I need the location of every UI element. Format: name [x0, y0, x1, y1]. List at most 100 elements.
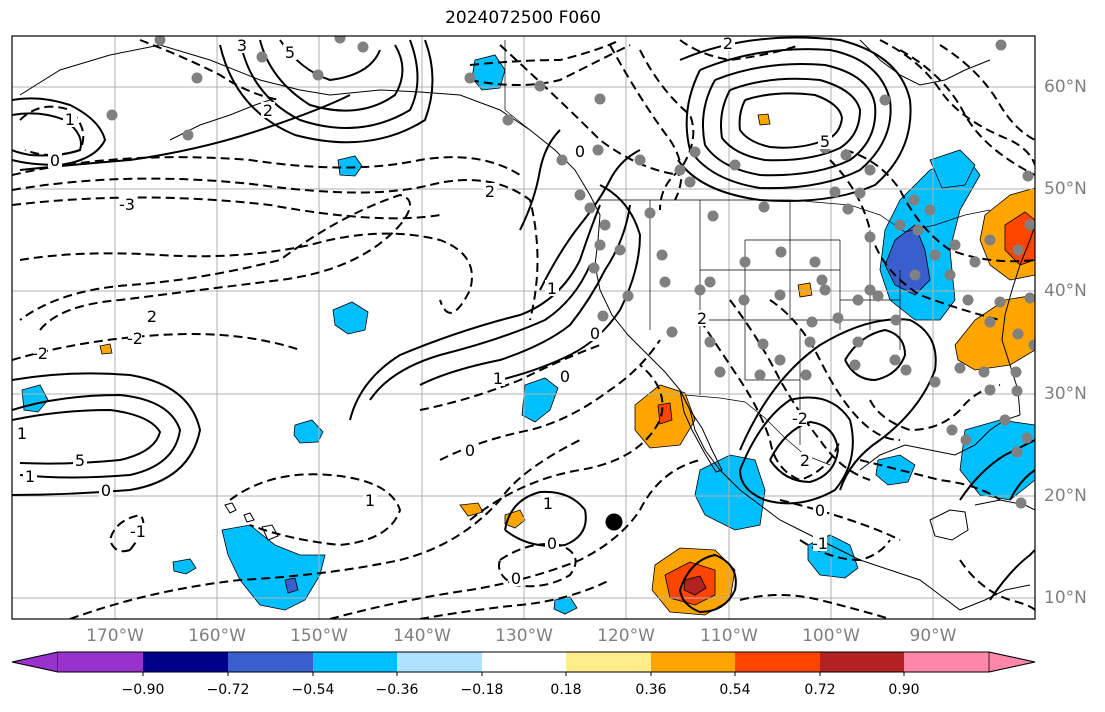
colorbar — [11, 651, 1036, 676]
colorbar-band-5 — [566, 652, 652, 672]
contour-label-10: 0 — [575, 142, 585, 161]
contour-neg-18 — [499, 44, 681, 176]
contour-pos-01 — [259, 39, 404, 112]
lon-label-100w: 100°W — [802, 626, 860, 646]
contour-neg-34 — [959, 559, 1035, 611]
contour-label-bg-15 — [483, 183, 497, 199]
contour-neg-33 — [739, 594, 891, 619]
contour-pos-03 — [219, 39, 434, 144]
obs-dot-5 — [191, 72, 203, 84]
contour-pos-29 — [989, 549, 1035, 601]
obs-dot-31 — [908, 194, 920, 206]
contour-label-30: -2 — [792, 409, 808, 428]
obs-dot-64 — [714, 366, 726, 378]
obs-dot-97 — [1024, 292, 1035, 304]
obs-dot-91 — [894, 219, 906, 231]
contour-label-extra-5: 0 — [547, 534, 557, 553]
obs-dot-41 — [704, 276, 716, 288]
contour-label-bg-22 — [695, 310, 709, 326]
obs-dot-14 — [634, 154, 646, 166]
lon-label-140w: 140°W — [393, 626, 451, 646]
obs-dot-62 — [754, 369, 766, 381]
shade-pos-small2 — [797, 282, 813, 298]
colorbar-band-6 — [651, 652, 736, 672]
obs-dot-95 — [962, 294, 974, 306]
cb-tick-0: −0.90 — [121, 682, 165, 698]
obs-dot-58 — [666, 326, 678, 338]
contour-label-extra-bg-2 — [23, 468, 37, 484]
contour-neg-30 — [859, 459, 1001, 501]
obs-dot-54 — [1022, 170, 1034, 182]
lat-label-30: 30°N — [1044, 384, 1087, 404]
colorbar-outline — [11, 651, 1036, 673]
shade-pos-east — [954, 294, 1035, 371]
colorbar-band-0 — [143, 652, 229, 672]
obs-dot-67 — [889, 354, 901, 366]
contour-label-7: -3 — [119, 195, 135, 214]
obs-dot-96 — [994, 296, 1006, 308]
contour-label-bg-0 — [235, 37, 249, 53]
contour-label-bg-2 — [261, 102, 275, 118]
colorbar-band-1 — [228, 652, 314, 672]
coast-hawaii — [224, 502, 279, 541]
contour-neg-08 — [229, 473, 402, 547]
contour-neg-28 — [769, 299, 901, 441]
contour-label-bg-35 — [131, 523, 145, 539]
contour-label-extra-1: 5 — [75, 451, 85, 470]
coast-gulf — [859, 414, 1021, 471]
colorbar-band-3 — [397, 652, 483, 672]
obs-dot-45 — [816, 274, 828, 286]
contour-neg-27 — [729, 299, 871, 481]
contour-neg-13 — [469, 364, 664, 521]
lon-label-170w: 170°W — [86, 626, 144, 646]
contour-label-bg-19 — [545, 280, 559, 296]
obs-dot-18 — [644, 207, 656, 219]
obs-dot-92 — [912, 224, 924, 236]
shade-pos-calif-core — [657, 402, 673, 425]
colorbar-extend-low — [11, 651, 59, 673]
contour-label-3: 1 — [65, 110, 75, 129]
obs-dot-70 — [978, 366, 990, 378]
obs-dot-73 — [1012, 328, 1024, 340]
contour-neg-16 — [469, 44, 631, 86]
contour-neg-06 — [12, 333, 301, 361]
obs-dot-39 — [622, 290, 634, 302]
obs-dot-15 — [674, 164, 686, 176]
obs-dot-4 — [312, 69, 324, 81]
obs-dot-86 — [852, 294, 864, 306]
political-borders — [504, 40, 991, 466]
border-us-canada — [598, 199, 991, 233]
contour-neg-03 — [12, 196, 441, 220]
contour-label-bg-30 — [793, 410, 807, 426]
cb-tick-3: −0.36 — [375, 682, 419, 698]
contour-label-2: 2 — [263, 101, 273, 120]
cb-tick-4: −0.18 — [460, 682, 504, 698]
contour-label-27: 1 — [493, 369, 503, 388]
shade-pos-small4 — [757, 113, 771, 126]
shade-pos-e-pac-core — [683, 575, 707, 596]
shade-neg-pac-small3 — [337, 155, 363, 177]
contour-label-20: 0 — [590, 324, 600, 343]
obs-dot-78 — [1021, 432, 1033, 444]
obs-dot-33 — [599, 219, 611, 231]
contour-pos-05 — [12, 97, 107, 167]
negative-contours — [12, 39, 1035, 619]
contour-neg-24 — [844, 149, 1035, 263]
contour-label-extra-2: 1 — [25, 467, 35, 486]
obs-dot-34 — [614, 244, 626, 256]
coast-hudson — [859, 39, 991, 86]
obs-dot-44 — [809, 256, 821, 268]
contour-label-25: 2 — [147, 307, 157, 326]
lat-label-10: 10°N — [1044, 588, 1087, 608]
contour-pos-16 — [349, 204, 601, 421]
obs-dot-80 — [1015, 497, 1027, 509]
contour-label-0: 3 — [237, 36, 247, 55]
obs-dot-0 — [154, 36, 166, 46]
shade-neg-small-pac4 — [172, 558, 197, 575]
obs-dot-76 — [1011, 385, 1023, 397]
shade-neg-pac-blob — [332, 301, 369, 335]
contour-pos-12 — [677, 36, 912, 202]
contour-neg-05 — [19, 232, 473, 314]
obs-dot-89 — [774, 354, 786, 366]
